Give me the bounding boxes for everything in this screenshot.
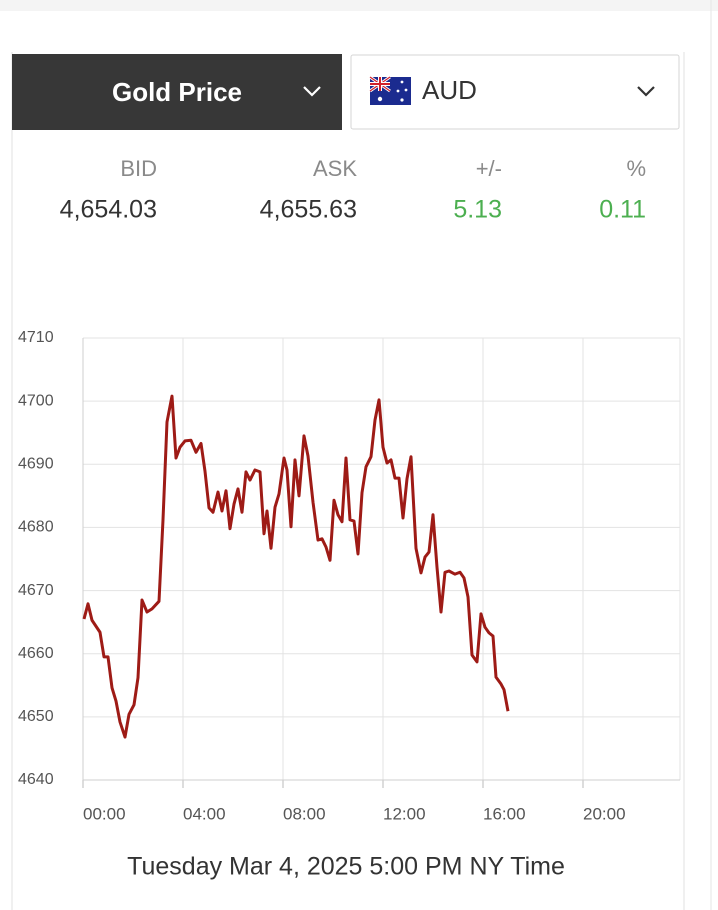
y-tick-label: 4660 [18, 645, 54, 662]
y-tick-label: 4710 [18, 329, 54, 346]
y-tick-label: 4650 [18, 708, 54, 725]
chevron [637, 86, 655, 97]
quote-label: % [626, 156, 646, 181]
currency-dropdown-bg [350, 54, 680, 130]
currency-dropdown-label: AUD [422, 75, 477, 105]
y-tick-label: 4680 [18, 519, 54, 536]
x-tick-label: 00:00 [83, 804, 126, 823]
y-tick-label: 4640 [18, 771, 54, 788]
quote-label: ASK [313, 156, 357, 181]
chevron [303, 86, 321, 97]
x-tick-label: 12:00 [383, 804, 426, 823]
quote-value: 0.11 [599, 196, 646, 224]
quote-value: 4,655.63 [260, 196, 357, 224]
metal-dropdown[interactable]: Gold Price [12, 54, 342, 130]
y-tick-label: 4700 [18, 392, 54, 409]
y-tick-label: 4690 [18, 456, 54, 473]
top-band [0, 0, 718, 11]
chart-caption: Tuesday Mar 4, 2025 5:00 PM NY Time [127, 853, 565, 881]
x-tick-label: 16:00 [483, 804, 526, 823]
price-line [82, 394, 510, 739]
x-tick-label: 20:00 [583, 804, 626, 823]
flag-icon [369, 75, 411, 105]
quote-label: BID [120, 156, 157, 181]
quote-value: 5.13 [453, 196, 502, 224]
currency-dropdown[interactable]: AUD [350, 54, 680, 130]
metal-dropdown-label: Gold Price [112, 77, 242, 107]
quote-value: 4,654.03 [60, 196, 157, 224]
x-tick-label: 08:00 [283, 804, 326, 823]
quote-label: +/- [476, 156, 502, 181]
y-tick-label: 4670 [18, 582, 54, 599]
x-tick-label: 04:00 [183, 804, 226, 823]
metal-dropdown-bg [12, 54, 342, 130]
